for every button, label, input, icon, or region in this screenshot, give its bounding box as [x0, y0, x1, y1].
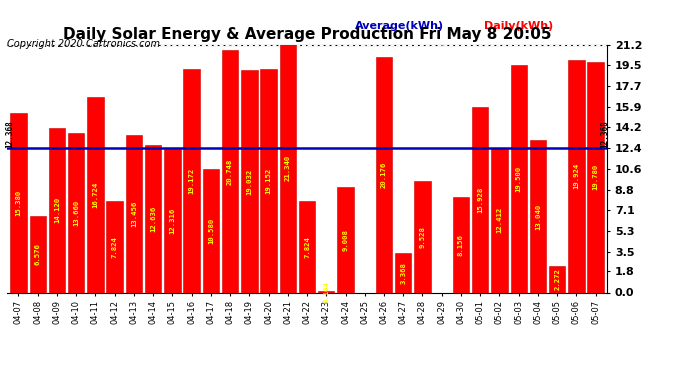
Text: 12.316: 12.316 [169, 207, 175, 234]
Text: 20.176: 20.176 [381, 162, 387, 188]
Text: 12.368: 12.368 [6, 120, 14, 148]
Text: Average(kWh): Average(kWh) [355, 21, 444, 32]
Text: Daily(kWh): Daily(kWh) [484, 21, 553, 32]
Bar [530, 140, 546, 292]
Text: 3.368: 3.368 [400, 262, 406, 284]
Text: 21.340: 21.340 [285, 155, 290, 181]
Bar [241, 70, 257, 292]
Bar [164, 149, 181, 292]
Text: 13.040: 13.040 [535, 203, 541, 229]
Bar [337, 188, 354, 292]
Bar [106, 201, 123, 292]
Bar [145, 145, 161, 292]
Text: 15.928: 15.928 [477, 186, 483, 213]
Bar [184, 69, 200, 292]
Bar [395, 253, 411, 292]
Bar [126, 135, 142, 292]
Text: 7.824: 7.824 [304, 236, 310, 258]
Bar [49, 128, 65, 292]
Text: 15.380: 15.380 [15, 190, 21, 216]
Text: 19.500: 19.500 [515, 165, 522, 192]
Text: 10.580: 10.580 [208, 217, 214, 244]
Text: 19.032: 19.032 [246, 168, 253, 195]
Bar [203, 169, 219, 292]
Bar [10, 113, 27, 292]
Bar [299, 201, 315, 292]
Text: 12.636: 12.636 [150, 206, 156, 232]
Bar [68, 133, 84, 292]
Text: 0.104: 0.104 [324, 281, 329, 303]
Text: 16.724: 16.724 [92, 182, 99, 208]
Text: 14.120: 14.120 [54, 197, 60, 223]
Text: 6.576: 6.576 [34, 243, 41, 265]
Text: 19.924: 19.924 [573, 163, 580, 189]
Bar [549, 266, 565, 292]
Text: 20.748: 20.748 [227, 158, 233, 184]
Text: 9.528: 9.528 [420, 226, 426, 248]
Bar [222, 50, 238, 292]
Text: 7.824: 7.824 [112, 236, 118, 258]
Bar [511, 65, 527, 292]
Text: 13.660: 13.660 [73, 200, 79, 226]
Bar [472, 106, 489, 292]
Text: 12.368: 12.368 [600, 120, 609, 148]
Text: 8.156: 8.156 [458, 234, 464, 256]
Bar [569, 60, 584, 292]
Bar [491, 148, 508, 292]
Title: Daily Solar Energy & Average Production Fri May 8 20:05: Daily Solar Energy & Average Production … [63, 27, 551, 42]
Text: 9.008: 9.008 [342, 229, 348, 251]
Bar [260, 69, 277, 292]
Text: Copyright 2020 Cartronics.com: Copyright 2020 Cartronics.com [7, 39, 160, 50]
Bar [87, 97, 104, 292]
Text: 19.152: 19.152 [266, 168, 272, 194]
Bar [453, 197, 469, 292]
Bar [376, 57, 392, 292]
Text: 19.780: 19.780 [593, 164, 599, 190]
Bar [587, 62, 604, 292]
Text: 2.272: 2.272 [554, 268, 560, 290]
Text: 19.172: 19.172 [188, 168, 195, 194]
Bar [414, 181, 431, 292]
Text: 13.456: 13.456 [131, 201, 137, 227]
Bar [318, 291, 335, 292]
Bar [279, 44, 296, 292]
Text: 12.412: 12.412 [496, 207, 502, 233]
Bar [30, 216, 46, 292]
